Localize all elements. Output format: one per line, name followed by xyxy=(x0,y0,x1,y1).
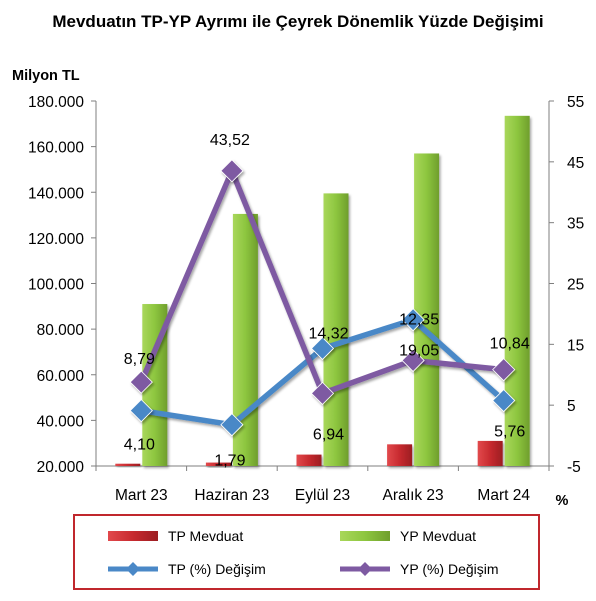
y-left-tick-label: 100.000 xyxy=(28,277,84,294)
x-tick-label: Mart 24 xyxy=(477,487,530,504)
data-label-yp-degisim: 8,79 xyxy=(124,351,155,368)
bar-tp-mevduat xyxy=(296,454,322,466)
y-left-tick-label: 40.000 xyxy=(37,413,85,430)
bar-tp-mevduat xyxy=(387,444,413,466)
bar-yp-mevduat xyxy=(504,115,530,466)
legend-label-tp-mevduat: TP Mevduat xyxy=(168,528,243,544)
point-tp-degisim xyxy=(401,308,425,332)
legend-swatch-tp-mevduat xyxy=(108,531,158,541)
y-right-tick-label: 55 xyxy=(567,94,584,111)
legend-swatch-yp-mevduat xyxy=(340,531,390,541)
y-right-tick-label: 5 xyxy=(567,398,576,415)
x-tick-label: Eylül 23 xyxy=(295,487,350,504)
legend-box xyxy=(73,514,540,590)
data-label-yp-degisim: 6,94 xyxy=(313,426,344,443)
point-tp-degisim xyxy=(129,399,153,423)
y-right-axis-label: % xyxy=(556,493,569,509)
y-right-tick-label: 25 xyxy=(567,277,584,294)
point-tp-degisim xyxy=(220,413,244,437)
legend-label-yp-degisim: YP (%) Değişim xyxy=(400,561,499,577)
y-right-tick-label: 35 xyxy=(567,216,584,233)
x-tick-label: Haziran 23 xyxy=(194,487,269,504)
bar-yp-mevduat xyxy=(323,193,349,466)
point-yp-degisim xyxy=(310,381,335,405)
y-left-tick-label: 160.000 xyxy=(28,140,84,157)
data-label-yp-degisim: 12,35 xyxy=(399,311,439,328)
data-label-tp-degisim: 5,76 xyxy=(494,424,525,441)
y-left-tick-label: 60.000 xyxy=(37,368,85,385)
legend-label-yp-mevduat: YP Mevduat xyxy=(400,528,476,544)
y-right-tick-label: -5 xyxy=(567,459,581,476)
legend-marker-yp-degisim xyxy=(358,562,372,576)
point-yp-degisim xyxy=(401,348,425,373)
chart-title: Mevduatın TP-YP Ayrımı ile Çeyrek Döneml… xyxy=(52,12,544,31)
y-left-tick-label: 80.000 xyxy=(37,322,85,339)
y-left-axis-label: Milyon TL xyxy=(12,68,80,84)
y-left-tick-label: 140.000 xyxy=(28,185,84,202)
bar-yp-mevduat xyxy=(414,153,440,466)
y-left-tick-label: 20.000 xyxy=(37,459,85,476)
point-yp-degisim xyxy=(492,358,516,382)
point-yp-degisim xyxy=(220,159,244,183)
x-tick-label: Aralık 23 xyxy=(383,487,444,504)
point-tp-degisim xyxy=(310,336,335,361)
data-label-tp-degisim: 14,32 xyxy=(308,325,348,342)
y-left-tick-label: 120.000 xyxy=(28,231,84,248)
data-label-tp-degisim: 1,79 xyxy=(214,453,245,470)
bar-tp-mevduat xyxy=(205,462,231,466)
x-tick-label: Mart 23 xyxy=(115,487,168,504)
y-right-tick-label: 15 xyxy=(567,337,584,354)
point-tp-degisim xyxy=(492,388,516,413)
bar-tp-mevduat xyxy=(115,463,141,466)
data-label-tp-degisim: 19,05 xyxy=(399,343,439,360)
y-right-tick-label: 45 xyxy=(567,155,584,172)
y-left-tick-label: 180.000 xyxy=(28,94,84,111)
data-label-yp-degisim: 43,52 xyxy=(210,132,250,149)
legend-marker-tp-degisim xyxy=(126,562,140,576)
data-label-tp-degisim: 4,10 xyxy=(124,437,155,454)
point-yp-degisim xyxy=(129,370,153,394)
data-label-yp-degisim: 10,84 xyxy=(490,336,530,353)
bar-tp-mevduat xyxy=(477,440,503,466)
legend-label-tp-degisim: TP (%) Değişim xyxy=(168,561,266,577)
